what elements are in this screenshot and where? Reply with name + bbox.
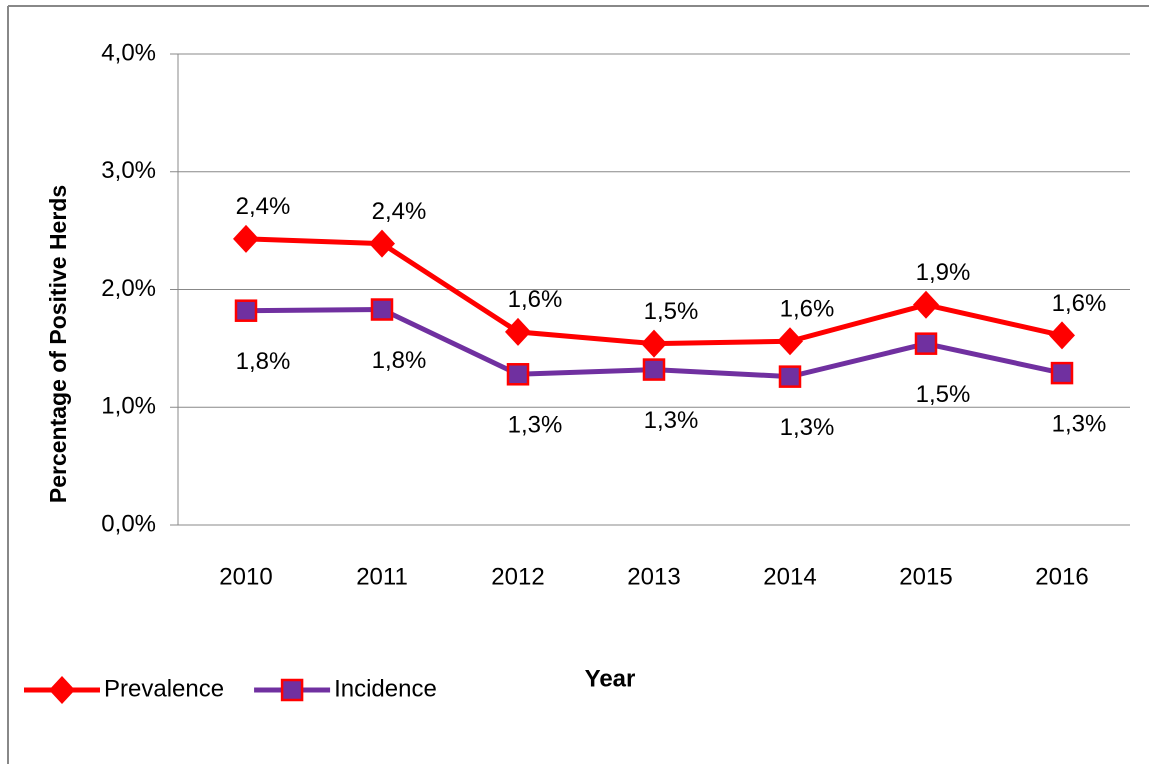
point [1049,321,1075,350]
legend-label: Incidence [334,675,437,702]
y-tick-label: 2,0% [101,275,156,302]
y-axis-label: Percentage of Positive Herds [45,185,71,503]
data-label: 2,4% [372,198,427,225]
y-tick-label: 0,0% [101,510,156,537]
x-tick-label: 2016 [1035,563,1088,590]
data-label: 1,3% [1052,410,1107,437]
x-tick-label: 2010 [219,563,272,590]
data-label: 1,5% [644,298,699,325]
data-label: 1,3% [780,414,835,441]
x-tick-label: 2012 [491,563,544,590]
data-label: 1,8% [236,348,291,375]
data-label: 1,6% [780,296,835,323]
series-line [245,236,1063,347]
data-label: 1,6% [508,286,563,313]
point [777,327,803,356]
point [506,363,530,386]
point [370,298,394,321]
point [914,332,938,355]
x-axis-label: Year [585,665,636,692]
y-tick-label: 4,0% [101,39,156,66]
data-label: 1,8% [372,347,427,374]
point [913,290,939,319]
point [778,365,802,388]
data-label: 1,3% [508,412,563,439]
legend-marker [280,678,304,702]
x-tick-label: 2014 [763,563,816,590]
x-tick-label: 2015 [899,563,952,590]
x-tick-label: 2013 [627,563,680,590]
data-label: 2,4% [236,193,291,220]
point [641,329,667,358]
data-label: 1,3% [644,407,699,434]
data-label: 1,5% [916,381,971,408]
y-tick-label: 3,0% [101,157,156,184]
legend-marker [49,676,75,704]
x-tick-label: 2011 [356,563,408,590]
legend-label: Prevalence [104,675,224,702]
data-label: 1,6% [1052,290,1107,317]
data-label: 1,9% [916,259,971,286]
point [233,224,259,253]
y-tick-label: 1,0% [101,393,156,420]
point [369,229,395,258]
point [234,299,258,322]
point [1050,361,1074,385]
point [642,358,666,381]
point [505,317,531,346]
